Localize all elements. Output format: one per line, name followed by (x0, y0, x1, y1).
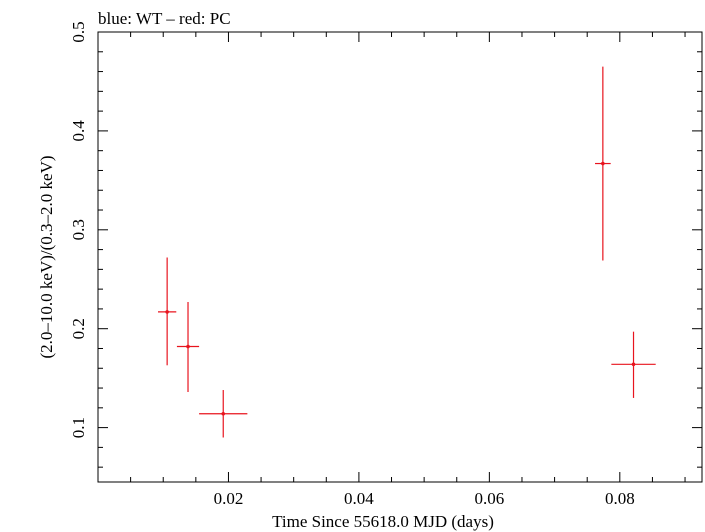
tick-labels: 0.02 0.04 0.06 0.08 0.1 0.2 0.3 0.4 0.5 (69, 21, 635, 508)
data-points (158, 66, 656, 438)
data-point (199, 390, 248, 438)
x-tick-label: 0.08 (605, 489, 635, 508)
y-tick-label: 0.3 (69, 219, 88, 240)
point-marker (186, 344, 190, 349)
point-marker (165, 310, 169, 314)
plot-frame (97, 31, 703, 483)
data-point (158, 257, 177, 366)
data-point (595, 66, 611, 261)
chart-title: blue: WT – red: PC (98, 9, 231, 28)
data-point (611, 331, 656, 398)
y-tick-label: 0.4 (69, 120, 88, 142)
axis-ticks (98, 31, 702, 482)
x-tick-label: 0.06 (474, 489, 504, 508)
y-tick-label: 0.2 (69, 318, 88, 339)
point-marker (221, 411, 226, 416)
point-marker (631, 362, 636, 367)
y-axis-label: (2.0–10.0 keV)/(0.3–2.0 keV) (37, 155, 56, 358)
x-tick-label: 0.04 (344, 489, 374, 508)
x-axis-label: Time Since 55618.0 MJD (days) (272, 512, 494, 531)
data-point (176, 302, 200, 392)
y-tick-label: 0.5 (69, 21, 88, 42)
point-marker (601, 161, 605, 166)
y-tick-label: 0.1 (69, 417, 88, 438)
x-tick-label: 0.02 (214, 489, 244, 508)
